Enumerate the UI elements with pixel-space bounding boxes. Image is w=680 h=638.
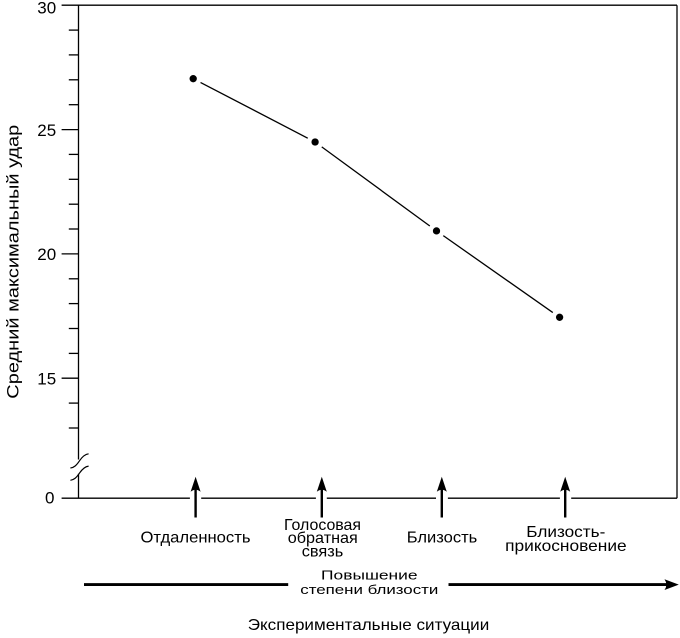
svg-text:связь: связь (302, 543, 344, 560)
svg-text:Повышение: Повышение (321, 567, 418, 582)
svg-text:степени близости: степени близости (300, 582, 438, 597)
svg-text:обратная: обратная (288, 530, 358, 547)
svg-text:Близость-: Близость- (526, 524, 605, 541)
svg-text:15: 15 (37, 370, 56, 389)
svg-text:Отдаленность: Отдаленность (141, 529, 251, 546)
svg-text:Голосовая: Голосовая (284, 517, 361, 534)
svg-text:Близость: Близость (407, 529, 478, 546)
svg-text:25: 25 (37, 121, 56, 140)
svg-text:Средний максимальный удар: Средний максимальный удар (3, 125, 22, 399)
svg-text:0: 0 (45, 489, 54, 508)
svg-text:Экспериментальные ситуации: Экспериментальные ситуации (248, 617, 490, 634)
svg-text:прикосновение: прикосновение (505, 538, 627, 555)
svg-text:30: 30 (37, 0, 56, 17)
svg-text:20: 20 (37, 245, 56, 264)
